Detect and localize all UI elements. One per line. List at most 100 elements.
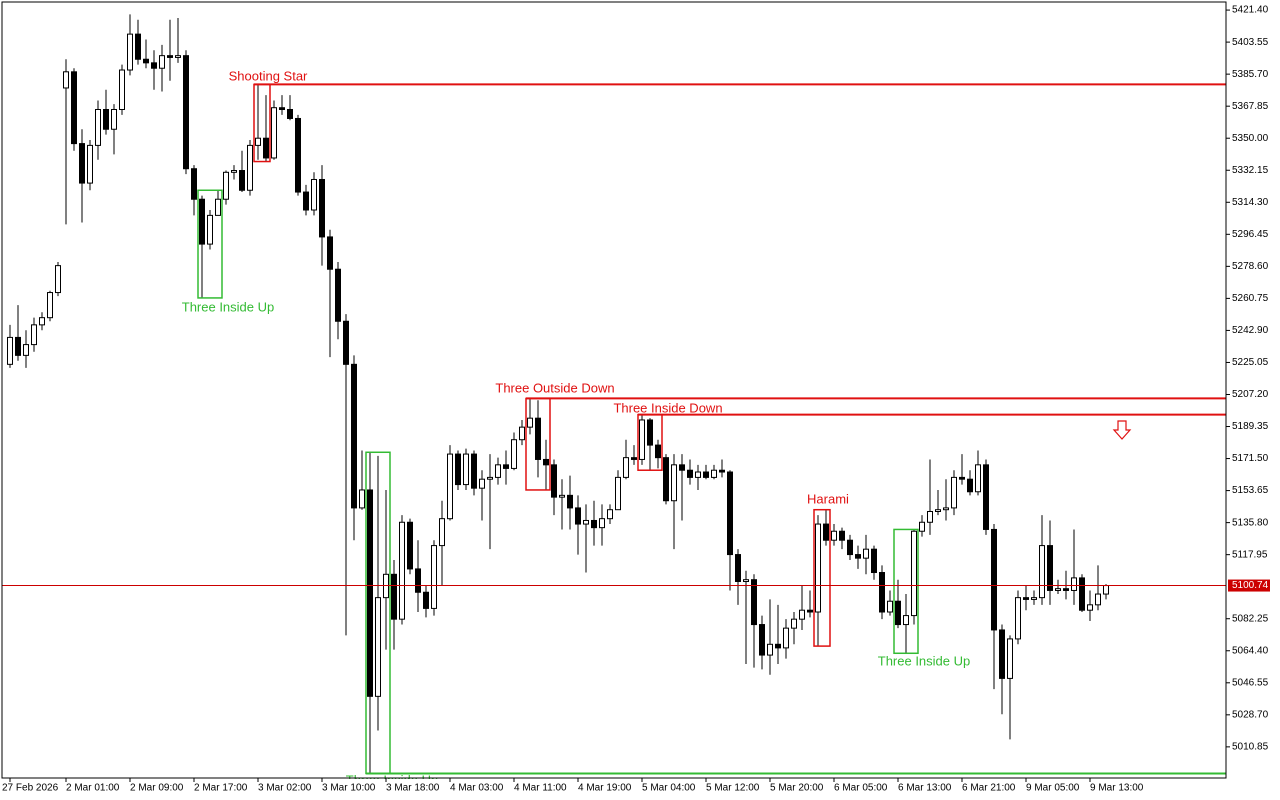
candle-body bbox=[575, 507, 581, 525]
candle-body bbox=[759, 624, 765, 656]
candle-body bbox=[271, 107, 277, 159]
candle-body bbox=[1039, 545, 1045, 599]
candle-body bbox=[279, 107, 285, 110]
x-tick-label: 6 Mar 13:00 bbox=[898, 783, 952, 794]
candle-body bbox=[15, 336, 21, 356]
candle-body bbox=[799, 609, 805, 620]
candle-body bbox=[1087, 604, 1093, 611]
y-tick-label: 5189.35 bbox=[1232, 421, 1269, 432]
candle-body bbox=[927, 510, 933, 523]
candle-body bbox=[815, 523, 821, 613]
candle-body bbox=[567, 494, 573, 509]
candle-body bbox=[287, 108, 293, 119]
candle-body bbox=[335, 268, 341, 322]
y-tick-label: 5135.80 bbox=[1232, 517, 1269, 528]
y-axis-strip bbox=[1227, 0, 1280, 779]
x-tick-label: 4 Mar 11:00 bbox=[514, 783, 567, 794]
y-tick-label: 5117.95 bbox=[1232, 549, 1268, 560]
candle-body bbox=[471, 453, 477, 489]
candle-body bbox=[183, 55, 189, 170]
candle-body bbox=[7, 336, 13, 365]
candle-body bbox=[935, 509, 941, 512]
candle-body bbox=[415, 568, 421, 593]
candle-body bbox=[31, 324, 37, 346]
y-tick-label: 5242.90 bbox=[1232, 325, 1269, 336]
candle-body bbox=[943, 507, 949, 511]
candle-body bbox=[1071, 577, 1077, 591]
pattern-box bbox=[813, 508, 831, 647]
candle-body bbox=[95, 108, 101, 146]
candle-body bbox=[23, 344, 29, 356]
candle-body bbox=[615, 476, 621, 511]
pattern-box bbox=[893, 528, 919, 655]
candle-body bbox=[951, 476, 957, 509]
candle-body bbox=[903, 615, 909, 626]
candle-body bbox=[527, 417, 533, 428]
candle-body bbox=[807, 609, 813, 613]
candle-body bbox=[167, 55, 173, 58]
candle-body bbox=[711, 469, 717, 478]
y-tick-label: 5225.05 bbox=[1232, 357, 1269, 368]
candle-body bbox=[727, 471, 733, 556]
y-tick-label: 5064.40 bbox=[1232, 645, 1269, 656]
candle-body bbox=[599, 518, 605, 529]
candle-body bbox=[71, 71, 77, 145]
candle-body bbox=[543, 458, 549, 466]
pattern-label: Shooting Star bbox=[229, 68, 308, 83]
candle-body bbox=[879, 572, 885, 613]
candle-body bbox=[319, 178, 325, 238]
candle-body bbox=[791, 618, 797, 629]
candle-body bbox=[151, 62, 157, 69]
pattern-label: Three Inside Up bbox=[182, 299, 275, 314]
x-tick-label: 3 Mar 18:00 bbox=[386, 783, 440, 794]
candle-body bbox=[391, 573, 397, 620]
candle-body bbox=[55, 265, 61, 294]
pattern-label: Three Outside Down bbox=[495, 380, 614, 395]
candle-body bbox=[1023, 597, 1029, 600]
candle-body bbox=[1015, 597, 1021, 640]
candle-body bbox=[839, 530, 845, 541]
candle-body bbox=[743, 579, 749, 582]
candle-body bbox=[623, 457, 629, 478]
candle-body bbox=[175, 55, 181, 58]
candle-body bbox=[735, 554, 741, 582]
x-tick-label: 5 Mar 20:00 bbox=[770, 783, 824, 794]
candle-body bbox=[191, 168, 197, 200]
candle-body bbox=[559, 494, 565, 498]
candle-body bbox=[775, 643, 781, 649]
candle-body bbox=[583, 519, 589, 525]
pattern-box bbox=[197, 189, 223, 299]
candle-body bbox=[375, 597, 381, 697]
candle-body bbox=[911, 530, 917, 617]
candle-body bbox=[423, 591, 429, 609]
candle-body bbox=[87, 144, 93, 184]
candle-body bbox=[439, 518, 445, 547]
candle-body bbox=[983, 464, 989, 530]
candle-body bbox=[103, 108, 109, 130]
candle-body bbox=[999, 629, 1005, 679]
candle-body bbox=[1007, 638, 1013, 679]
axes: 5421.40 5403.55 5385.70 5367.85 5350.00 5332.… bbox=[2, 5, 1270, 794]
candle-body bbox=[1079, 577, 1085, 611]
y-tick-label: 5385.70 bbox=[1232, 69, 1269, 80]
y-tick-label: 5367.85 bbox=[1232, 101, 1269, 112]
x-tick-label: 5 Mar 04:00 bbox=[642, 783, 696, 794]
candle-body bbox=[263, 137, 269, 159]
x-tick-label: 9 Mar 05:00 bbox=[1026, 783, 1080, 794]
candle-body bbox=[255, 137, 261, 146]
candle-body bbox=[503, 464, 509, 469]
sell-arrow bbox=[1112, 420, 1132, 440]
x-axis-strip bbox=[0, 779, 1280, 800]
candle-body bbox=[407, 521, 413, 570]
x-tick-label: 6 Mar 05:00 bbox=[834, 783, 888, 794]
candle-body bbox=[295, 117, 301, 193]
candle-body bbox=[303, 191, 309, 211]
candle-body bbox=[479, 478, 485, 489]
candle-body bbox=[703, 471, 709, 478]
candle-body bbox=[127, 33, 133, 71]
candle-body bbox=[663, 457, 669, 502]
x-tick-label: 2 Mar 09:00 bbox=[130, 783, 184, 794]
plot-frame bbox=[1, 1, 1227, 779]
candle-body bbox=[39, 317, 45, 326]
candle-body bbox=[207, 214, 213, 245]
